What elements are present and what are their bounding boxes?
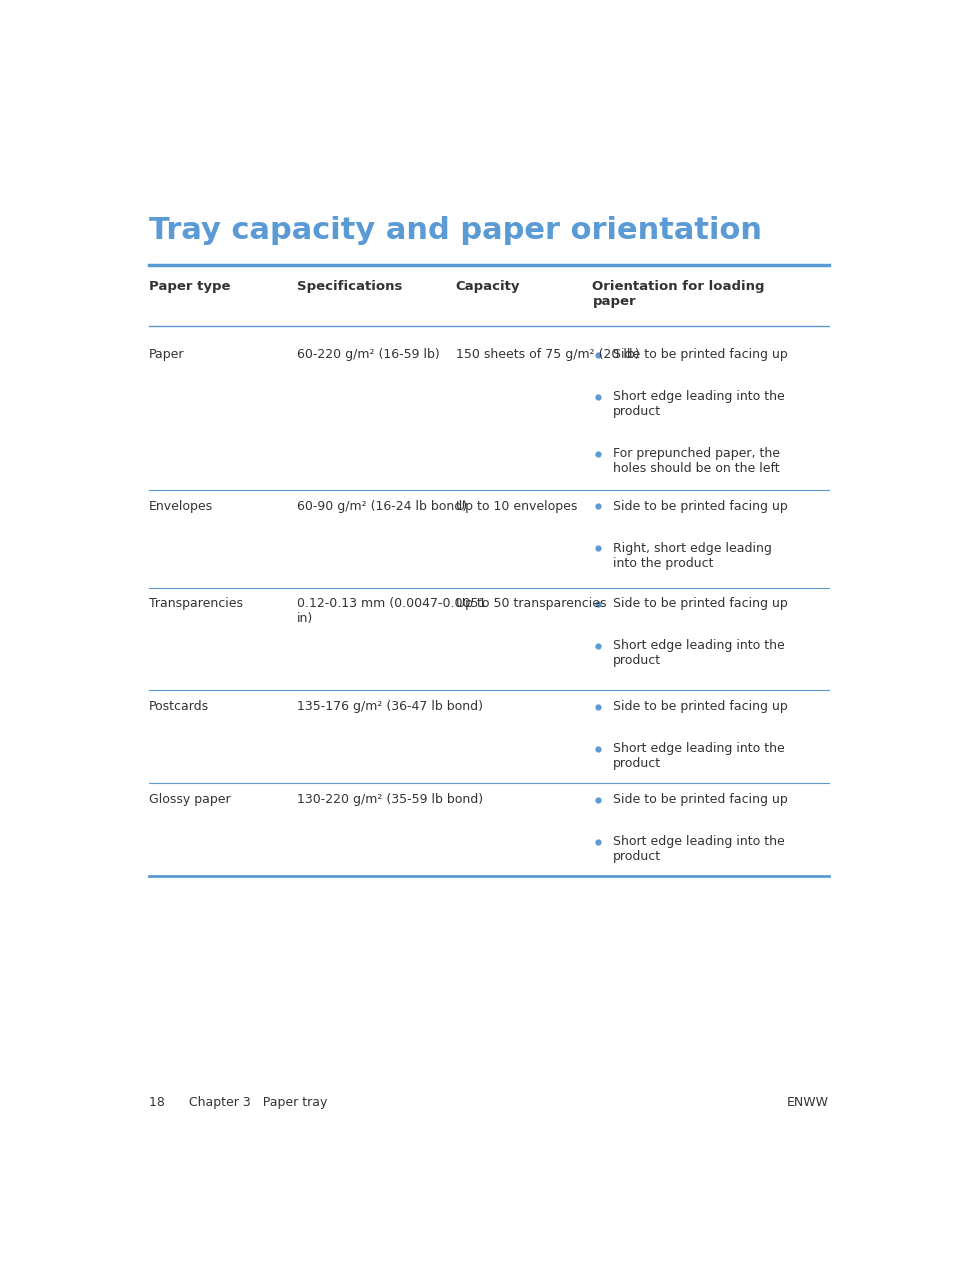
Text: ENWW: ENWW	[786, 1096, 828, 1109]
Text: Envelopes: Envelopes	[149, 499, 213, 513]
Text: Orientation for loading
paper: Orientation for loading paper	[592, 279, 764, 307]
Text: Postcards: Postcards	[149, 700, 209, 712]
Text: 130-220 g/m² (35-59 lb bond): 130-220 g/m² (35-59 lb bond)	[296, 792, 482, 806]
Text: Side to be printed facing up: Side to be printed facing up	[613, 792, 787, 806]
Text: Glossy paper: Glossy paper	[149, 792, 231, 806]
Text: Up to 50 transparencies: Up to 50 transparencies	[456, 597, 605, 611]
Text: Paper type: Paper type	[149, 279, 230, 292]
Text: Transparencies: Transparencies	[149, 597, 243, 611]
Text: Side to be printed facing up: Side to be printed facing up	[613, 700, 787, 712]
Text: 60-90 g/m² (16-24 lb bond): 60-90 g/m² (16-24 lb bond)	[296, 499, 466, 513]
Text: 150 sheets of 75 g/m² (20 lb): 150 sheets of 75 g/m² (20 lb)	[456, 348, 639, 361]
Text: Paper: Paper	[149, 348, 184, 361]
Text: Specifications: Specifications	[296, 279, 401, 292]
Text: Short edge leading into the
product: Short edge leading into the product	[613, 742, 784, 770]
Text: 0.12-0.13 mm (0.0047-0.0051
in): 0.12-0.13 mm (0.0047-0.0051 in)	[296, 597, 486, 625]
Text: Side to be printed facing up: Side to be printed facing up	[613, 348, 787, 361]
Text: For prepunched paper, the
holes should be on the left: For prepunched paper, the holes should b…	[613, 447, 780, 475]
Text: Side to be printed facing up: Side to be printed facing up	[613, 597, 787, 611]
Text: 18      Chapter 3   Paper tray: 18 Chapter 3 Paper tray	[149, 1096, 327, 1109]
Text: Tray capacity and paper orientation: Tray capacity and paper orientation	[149, 216, 761, 245]
Text: Short edge leading into the
product: Short edge leading into the product	[613, 390, 784, 418]
Text: Side to be printed facing up: Side to be printed facing up	[613, 499, 787, 513]
Text: 135-176 g/m² (36-47 lb bond): 135-176 g/m² (36-47 lb bond)	[296, 700, 482, 712]
Text: 60-220 g/m² (16-59 lb): 60-220 g/m² (16-59 lb)	[296, 348, 439, 361]
Text: Up to 10 envelopes: Up to 10 envelopes	[456, 499, 577, 513]
Text: Right, short edge leading
into the product: Right, short edge leading into the produ…	[613, 541, 771, 570]
Text: Short edge leading into the
product: Short edge leading into the product	[613, 639, 784, 668]
Text: Short edge leading into the
product: Short edge leading into the product	[613, 834, 784, 864]
Text: Capacity: Capacity	[456, 279, 519, 292]
